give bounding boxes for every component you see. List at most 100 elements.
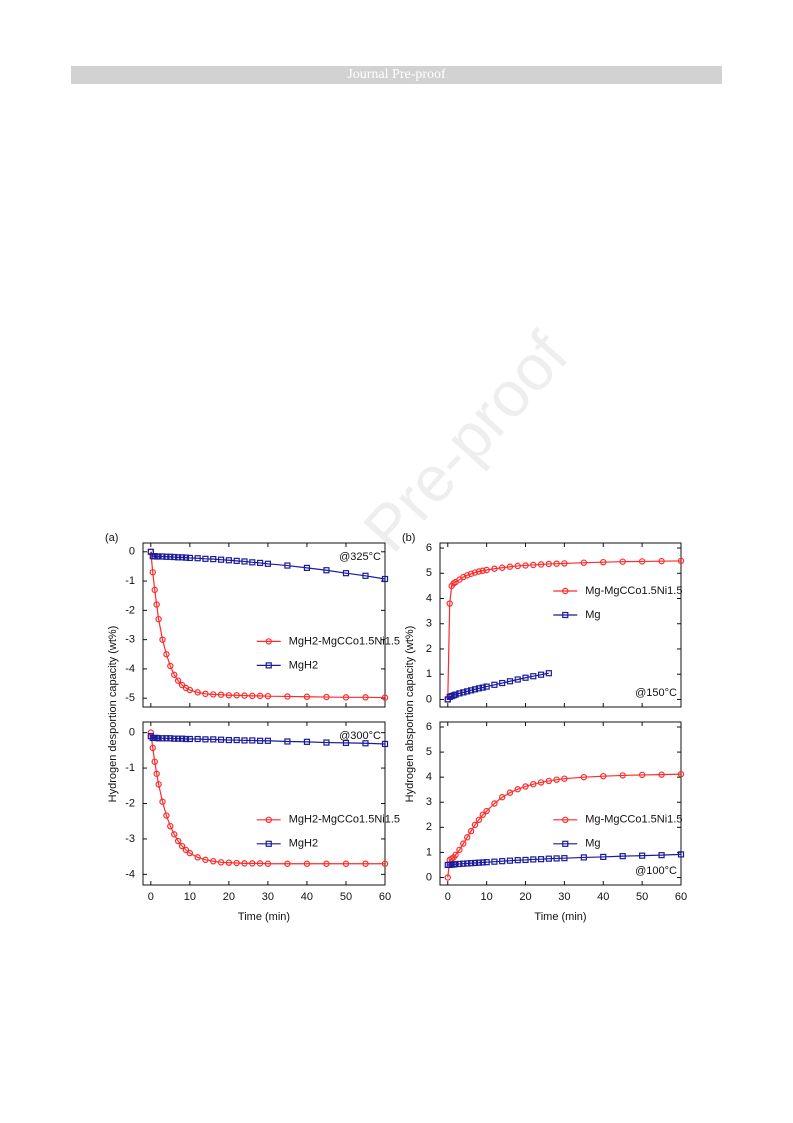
data-point: [561, 855, 568, 862]
data-point: [256, 559, 264, 567]
data-point: [225, 557, 232, 564]
data-point: [545, 670, 552, 677]
data-point: [178, 681, 186, 689]
data-point: [249, 692, 256, 700]
data-point: [467, 860, 475, 867]
data-point: [342, 860, 350, 867]
data-point: [479, 684, 486, 691]
plot-frame: [439, 721, 682, 886]
data-point: [323, 860, 330, 867]
legend-label: MgH2-MgCCo1.5Ni1.5: [289, 814, 400, 826]
data-point: [284, 693, 291, 700]
data-point: [155, 553, 162, 560]
y-axis-label: Hydrogen desportion capacity (wt%): [107, 626, 119, 803]
legend-label: Mg-MgCCo1.5Ni1.5: [585, 814, 682, 826]
data-point: [171, 553, 178, 561]
data-point: [362, 860, 369, 867]
data-point: [467, 827, 475, 835]
x-tick-label: 50: [340, 891, 352, 903]
data-point: [381, 694, 389, 701]
data-point: [471, 821, 479, 829]
data-point: [464, 834, 471, 841]
y-tick-label: 2: [426, 821, 432, 833]
data-point: [460, 840, 467, 847]
legend-label: Mg: [585, 838, 600, 850]
y-tick-label: 3: [426, 796, 432, 808]
data-point: [342, 570, 350, 577]
data-point: [514, 857, 521, 864]
data-point: [381, 575, 389, 583]
data-point: [167, 553, 174, 560]
data-point: [514, 562, 521, 570]
data-point: [553, 776, 560, 783]
data-point: [186, 686, 194, 694]
annotation: @325°C: [339, 551, 381, 563]
data-point: [522, 674, 529, 681]
annotation: @100°C: [635, 865, 677, 877]
legend-marker: [265, 816, 272, 824]
data-point: [178, 842, 186, 850]
data-point: [210, 736, 217, 743]
y-tick-label: 0: [426, 693, 432, 705]
data-point: [182, 846, 190, 854]
data-point: [194, 689, 201, 696]
data-point: [491, 565, 498, 572]
data-point: [471, 859, 479, 867]
data-point: [151, 758, 158, 765]
data-point: [452, 851, 459, 859]
y-tick-label: -1: [125, 575, 135, 587]
legend-marker: [265, 662, 272, 669]
data-point: [506, 563, 514, 570]
data-point: [506, 857, 514, 864]
data-point: [233, 736, 240, 744]
data-point: [171, 735, 178, 742]
x-tick-label: 20: [519, 891, 531, 903]
y-tick-label: -4: [125, 663, 135, 675]
series-line: [447, 560, 682, 700]
data-point: [256, 737, 264, 744]
data-point: [522, 856, 529, 864]
data-point: [499, 679, 506, 687]
data-point: [159, 798, 166, 805]
y-tick-label: -2: [125, 797, 135, 809]
data-point: [638, 771, 646, 779]
data-point: [537, 779, 545, 786]
data-point: [210, 858, 217, 865]
data-point: [323, 567, 330, 574]
y-tick-label: 2: [426, 643, 432, 655]
x-axis-label: Time (min): [238, 911, 290, 923]
x-tick-label: 50: [636, 891, 648, 903]
data-point: [381, 740, 389, 748]
data-point: [677, 851, 685, 858]
y-tick-label: 6: [426, 542, 432, 554]
data-point: [658, 557, 665, 565]
data-point: [456, 860, 463, 868]
data-point: [362, 740, 369, 747]
data-point: [530, 780, 537, 788]
data-point: [225, 736, 232, 744]
data-point: [175, 735, 182, 742]
data-point: [506, 789, 514, 796]
data-point: [249, 860, 256, 867]
data-point: [194, 735, 201, 743]
data-point: [638, 558, 646, 565]
legend-label: Mg-MgCCo1.5Ni1.5: [585, 585, 682, 597]
data-point: [241, 558, 248, 565]
data-point: [323, 693, 330, 701]
data-point: [580, 854, 587, 861]
data-point: [475, 568, 483, 575]
plot-frame: [439, 542, 682, 708]
data-point: [479, 567, 486, 574]
data-point: [175, 554, 182, 561]
data-point: [174, 837, 182, 845]
data-point: [342, 694, 350, 701]
data-point: [677, 770, 685, 778]
legend-marker: [562, 816, 569, 824]
data-point: [553, 560, 560, 567]
panel-label: (b): [402, 532, 415, 544]
series-line: [447, 672, 549, 700]
x-tick-label: 10: [481, 891, 493, 903]
y-tick-label: 4: [426, 771, 432, 783]
data-point: [284, 738, 291, 745]
